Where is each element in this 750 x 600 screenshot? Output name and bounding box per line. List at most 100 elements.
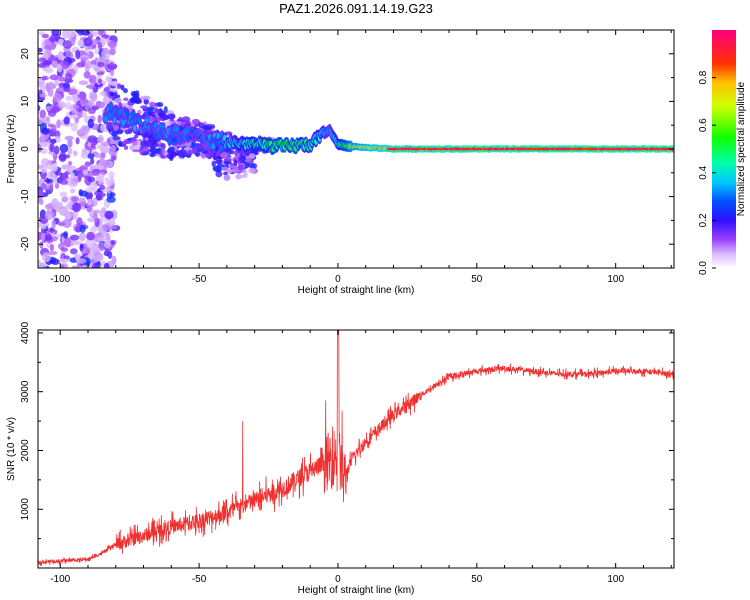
spectrogram-noise-blob <box>96 71 104 76</box>
spectrogram-spread-blob <box>222 171 228 176</box>
spectrogram-noise-blob <box>76 170 83 180</box>
spectrogram-spread-blob <box>163 106 168 114</box>
spectrogram-noise-blob <box>107 40 117 48</box>
spectrogram-noise-blob <box>100 141 111 146</box>
spectrogram-y-tick-label: 10 <box>20 95 31 107</box>
spectrogram-core-cell <box>460 147 466 151</box>
spectrogram-spread-blob <box>134 93 140 98</box>
spectrogram-core-cell <box>399 147 405 151</box>
spectrogram-core-cell <box>410 147 416 151</box>
spectrogram-spread-blob <box>180 122 185 127</box>
spectrogram-spread-blob <box>167 146 175 154</box>
snr-y-label: SNR (10 * v/v) <box>6 417 17 481</box>
spectrogram-spread-blob <box>129 144 135 151</box>
spectrogram-spread-blob <box>117 83 122 89</box>
spectrogram-noise-blob <box>49 34 57 43</box>
spectrogram-noise-blob <box>108 61 115 71</box>
spectrogram-spread-blob <box>111 130 118 137</box>
spectrogram-noise-blob <box>39 141 49 148</box>
spectrogram-spread-blob <box>130 98 140 104</box>
spectrogram-spread-blob <box>166 113 176 120</box>
spectrogram-spread-blob <box>112 124 120 131</box>
figure-title: PAZ1.2026.091.14.19.G23 <box>279 1 433 16</box>
spectrogram-noise-blob <box>97 144 102 150</box>
colorbar-tick-label: 0.4 <box>698 165 709 179</box>
spectrogram-spread-blob <box>181 116 191 123</box>
snr-y-tick-label: 3000 <box>20 380 31 403</box>
spectrogram-noise-blob <box>58 153 67 162</box>
snr-y-tick-label: 4000 <box>20 321 31 344</box>
spectrogram-noise-blob <box>41 33 50 39</box>
spectrogram-spread-blob <box>160 143 166 150</box>
spectrogram-noise-blob <box>40 232 46 242</box>
spectrogram-noise-blob <box>49 74 59 81</box>
spectrogram-spread-blob <box>223 174 231 181</box>
spectrogram-noise-blob <box>102 47 110 55</box>
spectrogram-noise-blob <box>49 244 55 252</box>
spectrogram-core-cell <box>576 147 582 151</box>
spectrogram-noise-blob <box>78 189 83 197</box>
spectrogram-core-cell <box>587 147 594 151</box>
spectrogram-ridge-cell <box>119 107 123 115</box>
spectrogram-noise-blob <box>38 190 44 198</box>
spectrogram-noise-blob <box>41 158 50 167</box>
spectrogram-noise-blob <box>78 232 86 242</box>
spectrogram-noise-blob <box>88 64 97 69</box>
snr-series-line <box>38 330 674 566</box>
spectrogram-noise-blob <box>53 92 63 103</box>
spectrogram-noise-blob <box>41 224 47 230</box>
spectrogram-noise-blob <box>38 62 46 69</box>
spectrogram-noise-blob <box>96 236 106 241</box>
spectrogram-noise-blob <box>72 93 78 102</box>
spectrogram-noise-blob <box>58 76 66 82</box>
spectrogram-core-cell <box>499 147 505 151</box>
spectrogram-core-cell <box>437 147 444 151</box>
spectrogram-noise-blob <box>38 47 43 53</box>
spectrogram-noise-blob <box>76 217 83 227</box>
spectrogram-noise-blob <box>47 250 58 256</box>
spectrogram-noise-blob <box>50 106 60 113</box>
spectrogram-core-cell <box>654 147 660 151</box>
colorbar-gradient <box>712 30 736 268</box>
spectrogram-noise-blob <box>87 198 93 206</box>
spectrogram-noise-blob <box>64 72 73 83</box>
spectrogram-spread-blob <box>220 166 229 171</box>
spectrogram-spread-blob <box>109 92 115 97</box>
spectrogram-spread-blob <box>120 84 125 91</box>
spectrogram-noise-blob <box>40 182 47 190</box>
spectrogram-noise-blob <box>71 210 79 219</box>
spectrogram-core-cell <box>476 147 483 151</box>
spectrogram-x-ticks: -100 -50 0 50 100 <box>50 30 672 285</box>
spectrogram-noise-blob <box>70 36 76 47</box>
spectrogram-spread-blob <box>233 159 238 167</box>
spectrogram-core-cell <box>615 147 621 151</box>
spectrogram-noise-blob <box>65 50 73 59</box>
spectrogram-noise-blob <box>86 231 95 241</box>
spectrogram-noise-blob <box>109 48 116 56</box>
spectrogram-core-cell <box>543 147 549 151</box>
snr-x-label: Height of straight line (km) <box>298 585 415 596</box>
spectrogram-noise-blob <box>89 210 94 216</box>
spectrogram-noise-blob <box>99 184 106 190</box>
spectrogram-noise-blob <box>52 162 58 172</box>
spectrogram-noise-blob <box>87 252 95 259</box>
spectrogram-noise-blob <box>108 171 115 179</box>
spectrogram-noise-blob <box>89 74 97 85</box>
spectrogram-noise-blob <box>38 105 41 112</box>
spectrogram-noise-blob <box>59 179 68 185</box>
spectrogram-noise-blob <box>39 262 47 268</box>
spectrogram-noise-blob <box>103 240 112 249</box>
spectrogram-noise-blob <box>71 240 82 246</box>
snr-x-tick-label: 0 <box>335 574 341 585</box>
spectrogram-noise-blob <box>43 49 51 59</box>
spectrogram-noise-blob <box>64 204 70 211</box>
spectrogram-y-tick-label: 20 <box>20 48 31 60</box>
spectrogram-noise-blob <box>85 84 96 89</box>
spectrogram-noise-blob <box>103 250 110 257</box>
spectrogram-noise-blob <box>79 224 86 233</box>
spectrogram-noise-blob <box>87 176 96 183</box>
spectrogram-spread-blob <box>142 147 149 152</box>
spectrogram-spread-blob <box>244 157 253 163</box>
spectrogram-spread-blob <box>109 126 115 132</box>
spectrogram-noise-blob <box>65 101 72 110</box>
